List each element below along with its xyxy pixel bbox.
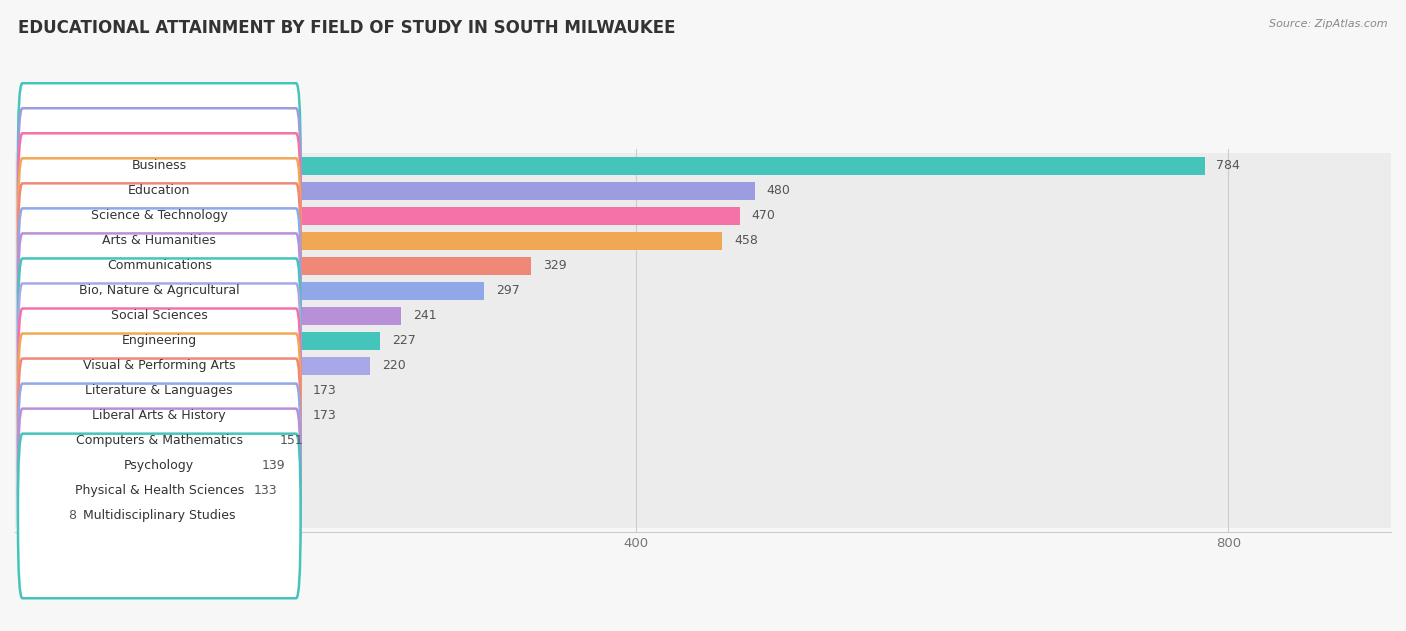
Bar: [45, 332, 381, 350]
Bar: [0, 478, 1406, 504]
Bar: [0, 504, 1406, 529]
Text: 151: 151: [280, 434, 304, 447]
Text: Liberal Arts & History: Liberal Arts & History: [93, 410, 226, 422]
Bar: [0, 428, 1406, 454]
FancyBboxPatch shape: [18, 158, 301, 323]
Bar: [45, 156, 1205, 175]
FancyBboxPatch shape: [18, 433, 301, 598]
Bar: [45, 257, 531, 274]
Bar: [0, 278, 1406, 303]
Text: Multidisciplinary Studies: Multidisciplinary Studies: [83, 509, 236, 522]
Bar: [0, 178, 1406, 203]
FancyBboxPatch shape: [18, 309, 301, 473]
Bar: [0, 153, 1406, 178]
Bar: [45, 507, 56, 525]
Bar: [0, 454, 1406, 478]
Text: Education: Education: [128, 184, 190, 197]
Bar: [0, 303, 1406, 328]
Text: Psychology: Psychology: [124, 459, 194, 473]
Text: Physical & Health Sciences: Physical & Health Sciences: [75, 485, 243, 497]
Text: 227: 227: [392, 334, 416, 347]
Bar: [0, 379, 1406, 403]
Bar: [45, 206, 740, 225]
Text: 470: 470: [752, 209, 776, 222]
Bar: [45, 382, 301, 400]
Text: Visual & Performing Arts: Visual & Performing Arts: [83, 359, 236, 372]
Bar: [0, 353, 1406, 379]
FancyBboxPatch shape: [18, 109, 301, 273]
Text: 480: 480: [766, 184, 790, 197]
Text: Source: ZipAtlas.com: Source: ZipAtlas.com: [1270, 19, 1388, 29]
FancyBboxPatch shape: [18, 83, 301, 248]
Text: Communications: Communications: [107, 259, 212, 272]
Bar: [0, 328, 1406, 353]
FancyBboxPatch shape: [18, 384, 301, 548]
Bar: [45, 432, 269, 450]
FancyBboxPatch shape: [18, 133, 301, 298]
Bar: [45, 281, 484, 300]
Bar: [45, 482, 242, 500]
Bar: [45, 307, 401, 325]
Text: 133: 133: [253, 485, 277, 497]
FancyBboxPatch shape: [18, 184, 301, 348]
FancyBboxPatch shape: [18, 259, 301, 423]
Bar: [0, 253, 1406, 278]
Text: Social Sciences: Social Sciences: [111, 309, 208, 322]
Text: Business: Business: [132, 159, 187, 172]
Text: 241: 241: [413, 309, 437, 322]
Text: 173: 173: [312, 384, 336, 398]
Text: Computers & Mathematics: Computers & Mathematics: [76, 434, 243, 447]
Text: 139: 139: [262, 459, 285, 473]
FancyBboxPatch shape: [18, 409, 301, 573]
Text: 220: 220: [382, 359, 406, 372]
Text: 297: 297: [496, 284, 520, 297]
Text: 173: 173: [312, 410, 336, 422]
FancyBboxPatch shape: [18, 334, 301, 498]
Bar: [45, 182, 755, 199]
Text: 329: 329: [543, 259, 567, 272]
Text: Arts & Humanities: Arts & Humanities: [103, 234, 217, 247]
Text: 784: 784: [1216, 159, 1240, 172]
Bar: [45, 232, 723, 250]
Text: 458: 458: [734, 234, 758, 247]
FancyBboxPatch shape: [18, 283, 301, 448]
FancyBboxPatch shape: [18, 208, 301, 373]
FancyBboxPatch shape: [18, 358, 301, 523]
Text: Science & Technology: Science & Technology: [91, 209, 228, 222]
Bar: [0, 403, 1406, 428]
Bar: [45, 357, 370, 375]
Bar: [45, 457, 250, 475]
Text: Engineering: Engineering: [122, 334, 197, 347]
Text: 8: 8: [69, 509, 76, 522]
FancyBboxPatch shape: [18, 233, 301, 398]
Text: Bio, Nature & Agricultural: Bio, Nature & Agricultural: [79, 284, 239, 297]
Text: Literature & Languages: Literature & Languages: [86, 384, 233, 398]
Bar: [0, 203, 1406, 228]
Text: EDUCATIONAL ATTAINMENT BY FIELD OF STUDY IN SOUTH MILWAUKEE: EDUCATIONAL ATTAINMENT BY FIELD OF STUDY…: [18, 19, 676, 37]
Bar: [45, 407, 301, 425]
Bar: [0, 228, 1406, 253]
